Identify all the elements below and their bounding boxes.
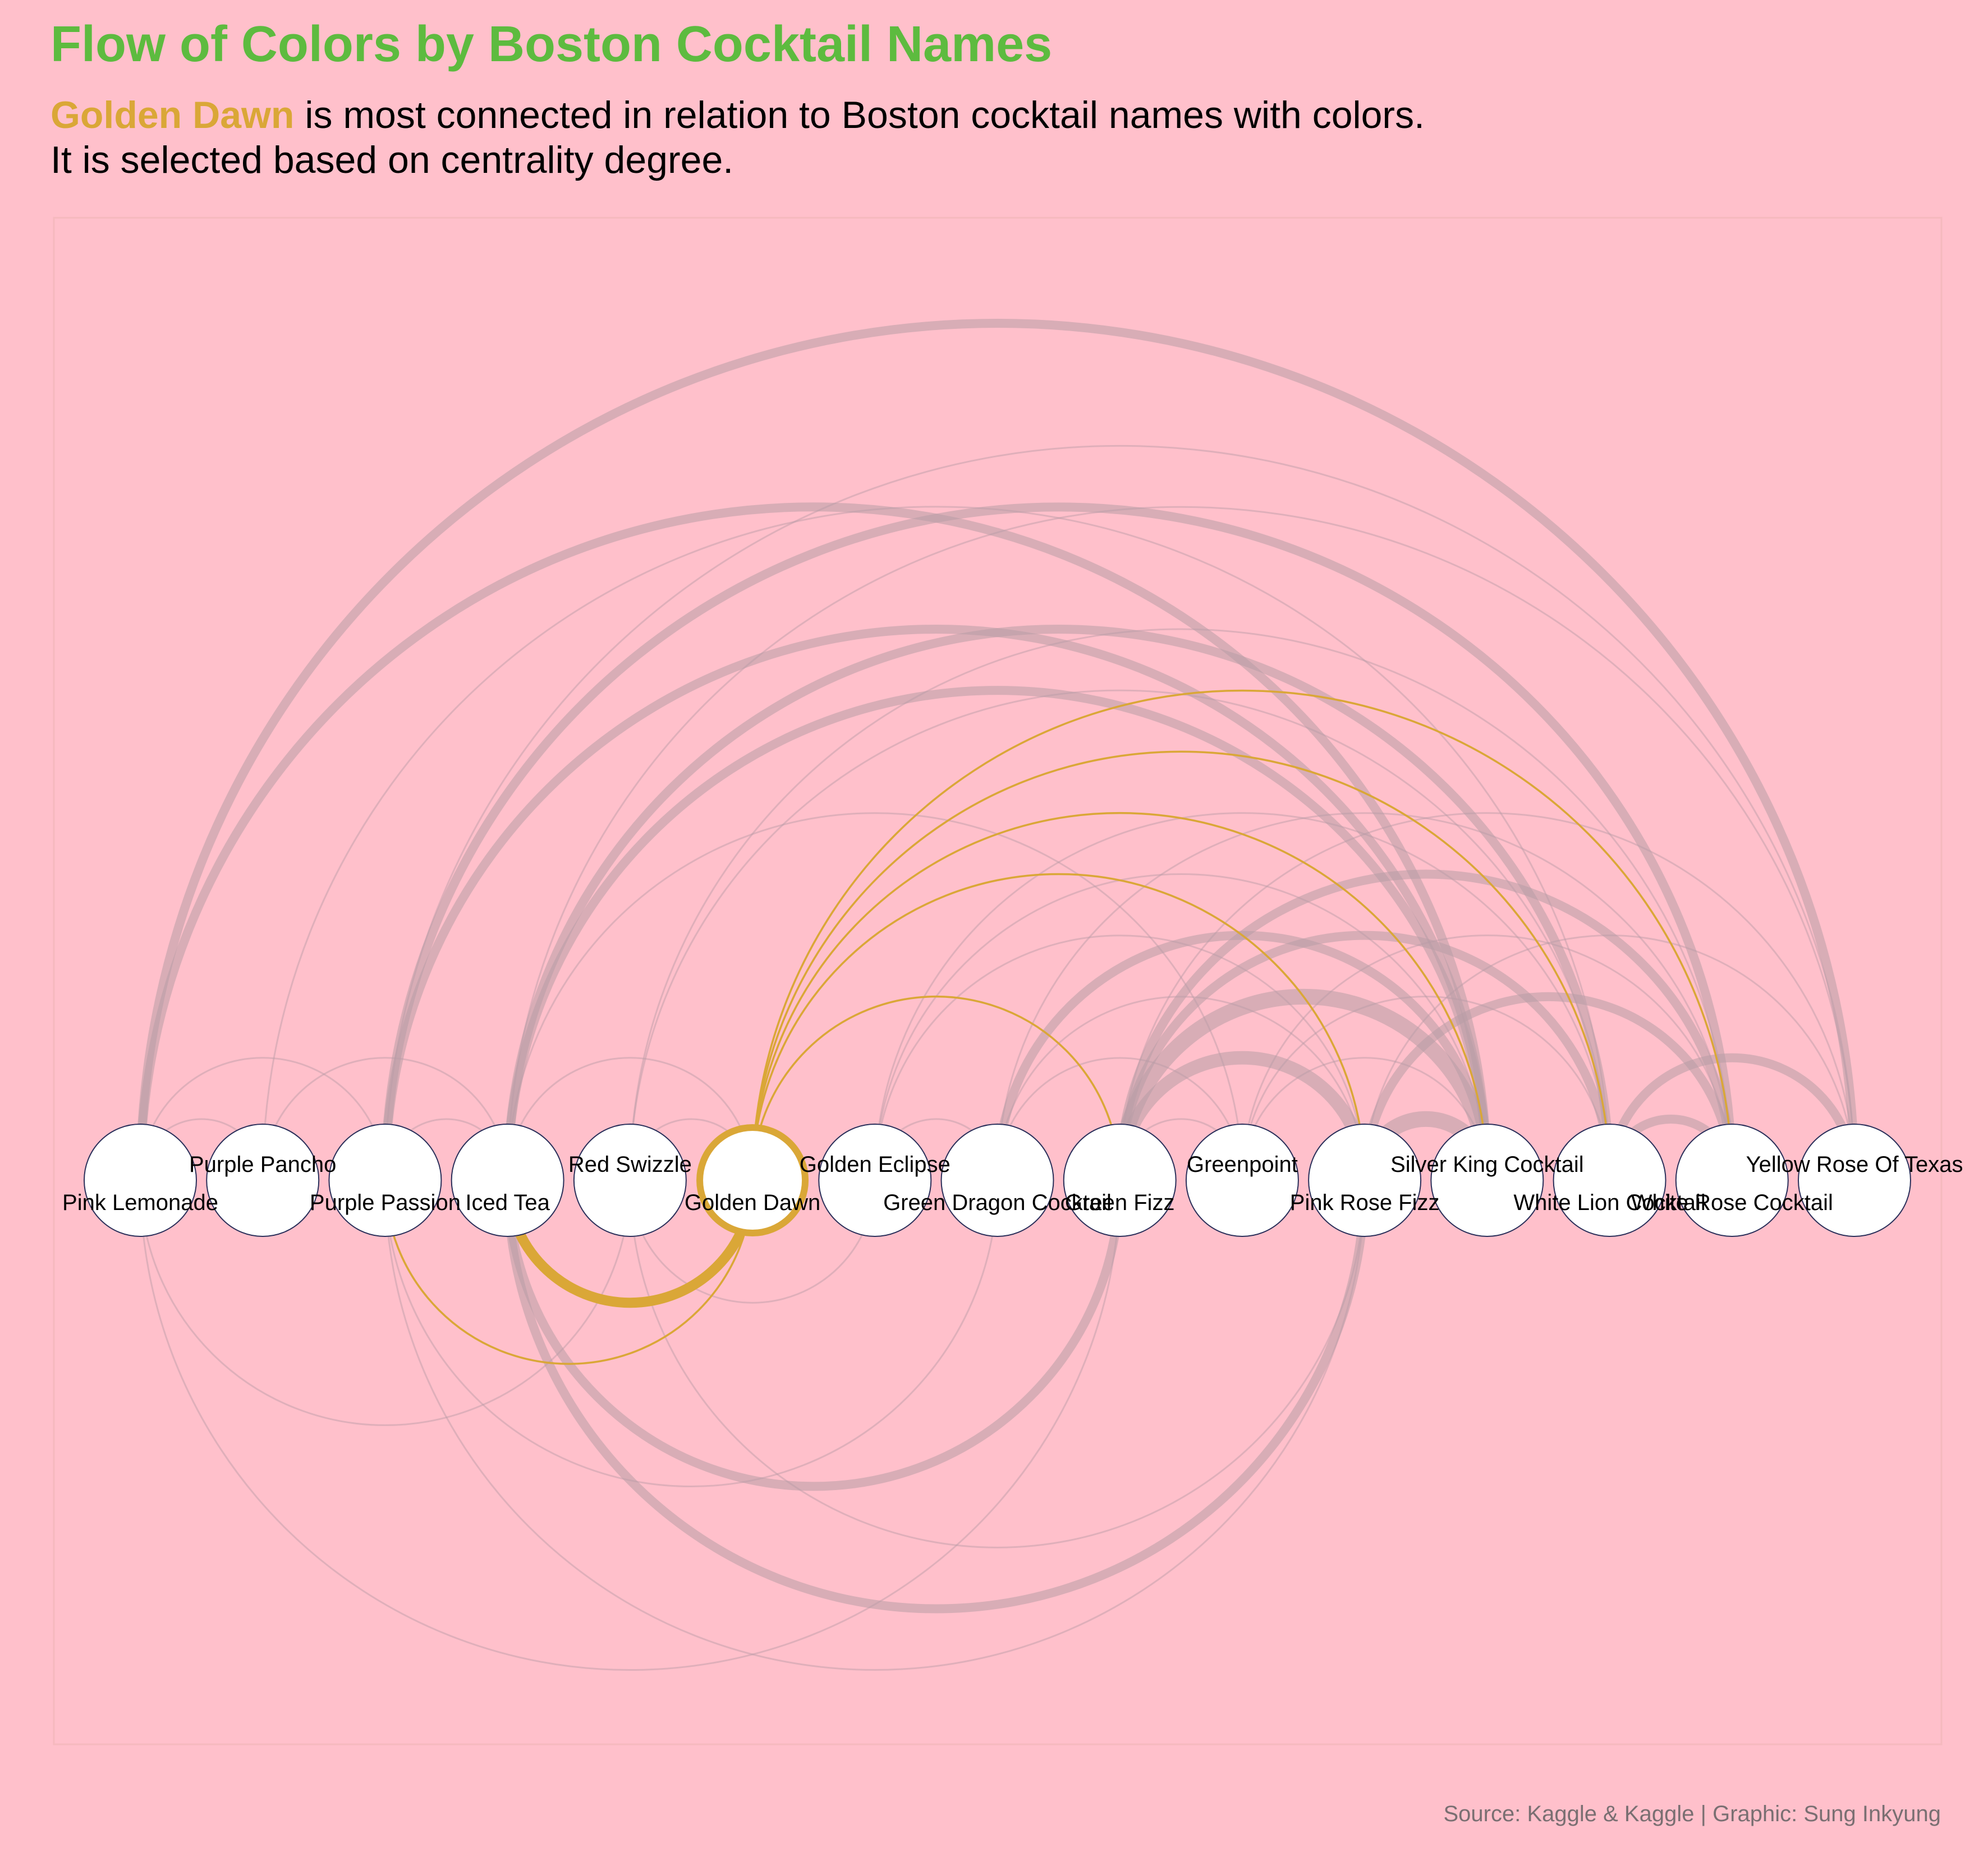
edge-pink-rose-fizz-white-rose-cocktail [1360, 992, 1737, 1185]
subtitle-line-2: It is selected based on centrality degre… [50, 139, 734, 181]
subtitle-line-1-rest: is most connected in relation to Boston … [294, 94, 1425, 136]
edge-pink-lemonade-purple-passion [139, 1057, 386, 1181]
edges-layer [136, 318, 1859, 1670]
edge-red-swizzle-white-rose-cocktail [629, 628, 1733, 1181]
edge-green-dragon-cocktail-white-rose-cocktail [997, 812, 1733, 1181]
edge-white-lion-cocktail-yellow-rose-of-texas [1605, 1053, 1859, 1185]
edge-iced-tea-golden-dawn [507, 1057, 754, 1181]
edge-golden-dawn-iced-tea [502, 1175, 758, 1308]
node-red-swizzle [573, 1124, 687, 1237]
chart-subtitle: Golden Dawn is most connected in relatio… [50, 93, 1425, 182]
node-iced-tea [451, 1124, 564, 1237]
subtitle-highlight: Golden Dawn [50, 94, 295, 136]
node-label-silver-king-cocktail: Silver King Cocktail [1390, 1152, 1584, 1177]
node-label-greenpoint: Greenpoint [1187, 1152, 1298, 1177]
edge-purple-passion-white-rose-cocktail [380, 502, 1737, 1185]
labels-layer: Pink Lemonade Purple Pancho Purple Passion… [62, 1152, 1963, 1215]
edge-purple-passion-silver-king-cocktail [380, 625, 1492, 1185]
node-silver-king-cocktail [1430, 1124, 1544, 1237]
highlight-edges-layer [384, 689, 1733, 1365]
edge-green-fizz-yellow-rose-of-texas [1119, 812, 1856, 1181]
chart-title: Flow of Colors by Boston Cocktail Names [50, 16, 1053, 72]
node-label-golden-dawn: Golden Dawn [685, 1190, 820, 1215]
edge-golden-dawn-white-lion-cocktail [751, 750, 1611, 1181]
edge-golden-dawn-white-rose-cocktail [751, 689, 1733, 1181]
node-pink-lemonade [84, 1124, 197, 1237]
edge-golden-dawn-silver-king-cocktail [751, 812, 1489, 1181]
node-golden-eclipse [818, 1124, 932, 1237]
node-label-pink-rose-fizz: Pink Rose Fizz [1290, 1190, 1440, 1215]
node-golden-dawn [696, 1124, 809, 1236]
node-label-green-dragon-cocktail: Green Dragon Cocktail [883, 1190, 1112, 1215]
node-pink-rose-fizz [1308, 1124, 1422, 1237]
chart-caption: Source: Kaggle & Kaggle | Graphic: Sung … [1443, 1802, 1941, 1826]
edge-golden-dawn-purple-passion [384, 1179, 754, 1365]
node-label-golden-eclipse: Golden Eclipse [800, 1152, 951, 1177]
edge-green-fizz-pink-rose-fizz [1113, 1051, 1372, 1187]
node-greenpoint [1185, 1124, 1299, 1237]
node-label-iced-tea: Iced Tea [465, 1190, 550, 1215]
node-label-green-fizz: Green Fizz [1065, 1190, 1175, 1215]
nodes-layer [84, 1124, 1911, 1237]
node-label-red-swizzle: Red Swizzle [568, 1152, 692, 1177]
subtitle-line-1: Golden Dawn is most connected in relatio… [50, 93, 1425, 138]
node-label-white-rose-cocktail: White Rose Cocktail [1631, 1190, 1833, 1215]
node-label-yellow-rose-of-texas: Yellow Rose Of Texas [1746, 1152, 1963, 1177]
edge-purple-pancho-iced-tea [261, 1057, 509, 1181]
edge-pink-lemonade-yellow-rose-of-texas [136, 318, 1859, 1185]
edge-green-fizz-white-lion-cocktail [1115, 931, 1614, 1185]
node-green-fizz [1063, 1124, 1177, 1237]
node-label-pink-lemonade: Pink Lemonade [62, 1190, 218, 1215]
node-label-purple-pancho: Purple Pancho [189, 1152, 336, 1177]
node-white-lion-cocktail [1553, 1124, 1666, 1237]
node-purple-passion [328, 1124, 442, 1237]
node-green-dragon-cocktail [940, 1124, 1054, 1237]
node-white-rose-cocktail [1675, 1124, 1789, 1237]
node-purple-pancho [206, 1124, 320, 1237]
plot-panel [53, 217, 1943, 1745]
edge-red-swizzle-golden-eclipse [629, 1179, 876, 1304]
edge-green-fizz-white-rose-cocktail [1115, 869, 1737, 1185]
node-label-purple-passion: Purple Passion [310, 1190, 461, 1215]
node-yellow-rose-of-texas [1798, 1124, 1911, 1237]
edge-golden-dawn-green-fizz [751, 996, 1121, 1181]
node-label-white-lion-cocktail: White Lion Cocktail [1513, 1190, 1705, 1215]
edge-pink-lemonade-silver-king-cocktail [136, 502, 1492, 1185]
edge-pink-rose-fizz-yellow-rose-of-texas [1363, 934, 1856, 1181]
edge-green-dragon-cocktail-greenpoint [997, 1057, 1243, 1181]
edge-iced-tea-white-lion-cocktail [508, 629, 1610, 1180]
edge-greenpoint-silver-king-cocktail [1241, 1057, 1488, 1181]
edge-greenpoint-white-lion-cocktail [1241, 996, 1611, 1181]
edge-purple-passion-green-dragon-cocktail [384, 1179, 998, 1487]
